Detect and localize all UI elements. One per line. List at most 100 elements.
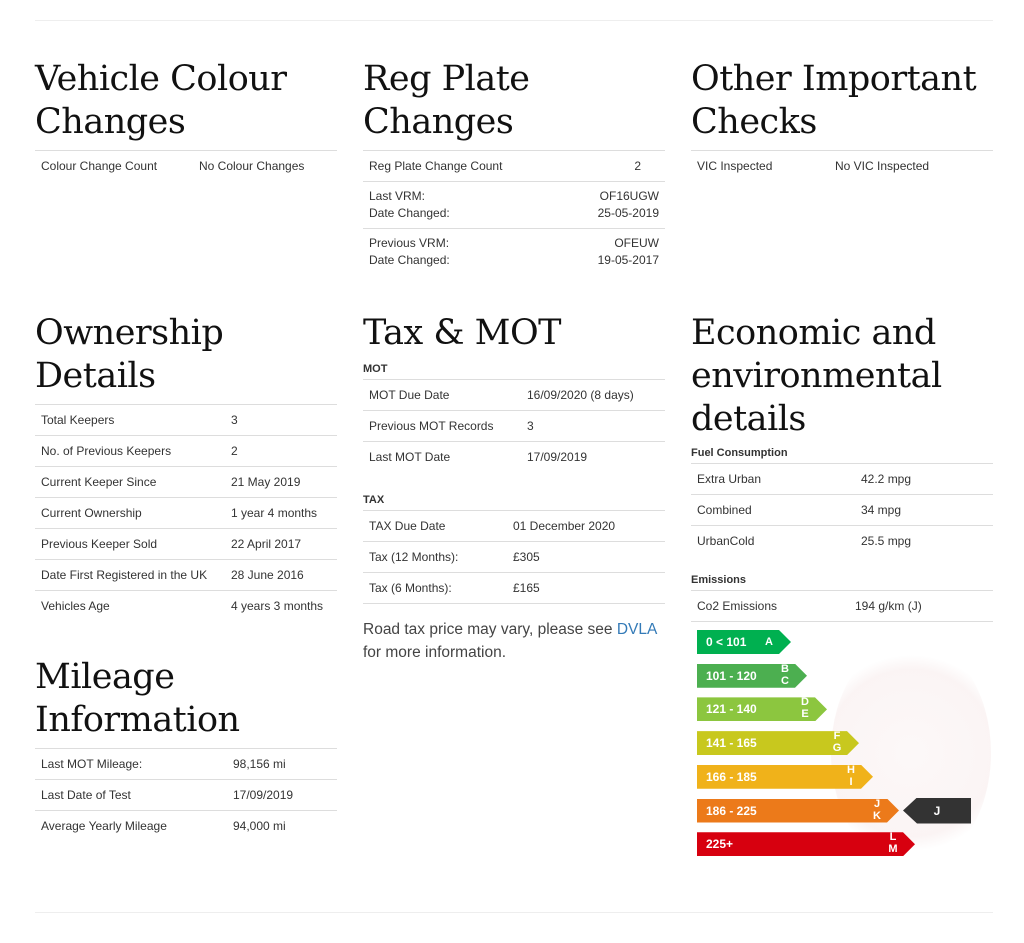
section-title: Ownership Details (35, 313, 224, 396)
row-label: Current Keeper Since (35, 466, 225, 498)
row-label: Last VRM: Date Changed: (363, 181, 564, 229)
table-row: Last MOT Mileage: 98,156 mi (35, 748, 337, 780)
economic-section: Economic and environmental details Fuel … (691, 312, 993, 870)
row-label: Previous MOT Records (363, 410, 521, 442)
table-row: Total Keepers 3 (35, 404, 337, 436)
emission-band: 141 - 165 F G (697, 730, 859, 756)
table-row: Combined 34 mpg (691, 494, 993, 526)
fuel-table: Extra Urban 42.2 mpg Combined 34 mpg Urban… (691, 463, 993, 556)
table-row: No. of Previous Keepers 2 (35, 435, 337, 467)
note-text: for more information. (363, 644, 506, 661)
row-value: 01 December 2020 (507, 510, 665, 542)
row-label: Combined (691, 494, 855, 526)
table-row: Colour Change Count No Colour Changes (35, 151, 337, 182)
table-row: Vehicles Age 4 years 3 months (35, 591, 337, 622)
emission-band: 101 - 120 B C (697, 662, 807, 688)
reg-plate-table: Reg Plate Change Count 2 Last VRM: Date C… (363, 150, 665, 275)
row-value: 2 (225, 435, 337, 467)
row-label: Previous Keeper Sold (35, 528, 225, 560)
emission-band: 225+ L M (697, 831, 915, 857)
table-row: Reg Plate Change Count 2 (363, 150, 665, 182)
co2-emission-band-chart: 0 < 101 A 101 - 120 B C 121 - 140 D E 141 - 165 F… (691, 630, 991, 870)
colour-table: Colour Change Count No Colour Changes (35, 150, 337, 181)
top-divider (35, 20, 993, 21)
row-label: MOT Due Date (363, 379, 521, 411)
row-label: Average Yearly Mileage (41, 819, 167, 833)
row-value: OF16UGW 25-05-2019 (563, 181, 665, 229)
table-row: Co2 Emissions 194 g/km (J) (691, 590, 993, 622)
mileage-table: Last MOT Mileage: 98,156 mi Last Date of … (35, 748, 337, 841)
table-row: Date First Registered in the UK 28 June 2… (35, 559, 337, 591)
row-value: OFEUW 19-05-2017 (564, 229, 665, 276)
plate-change-row: Last VRM: Date Changed: OF16UGW 25-05-2019 (363, 181, 665, 229)
date-value: 19-05-2017 (597, 253, 659, 267)
row-value: 17/09/2019 (227, 779, 337, 811)
band-range: 121 - 140 (706, 702, 757, 717)
bottom-divider (35, 912, 993, 913)
vrm-value: OF16UGW (599, 189, 659, 203)
row-value: 28 June 2016 (225, 559, 337, 591)
row-value: 98,156 mi (227, 748, 337, 780)
mot-subheading: MOT (363, 363, 388, 375)
table-row: Previous MOT Records 3 (363, 410, 665, 442)
emissions-table: Co2 Emissions 194 g/km (J) (691, 590, 993, 622)
row-value: 1 year 4 months (225, 497, 337, 529)
row-value: 16/09/2020 (8 days) (521, 379, 665, 411)
row-label: Tax (6 Months): (363, 572, 507, 604)
vehicle-colour-section: Vehicle Colour Changes Colour Change Cou… (35, 58, 337, 181)
emission-band: 186 - 225 J K (697, 797, 899, 823)
other-checks-table: VIC Inspected No VIC Inspected (691, 150, 993, 181)
band-range: 225+ (706, 837, 734, 852)
band-range: 101 - 120 (706, 668, 757, 683)
table-row: Current Keeper Since 21 May 2019 (35, 466, 337, 498)
dvla-link[interactable]: DVLA (616, 621, 657, 638)
emission-band: 166 - 185 H I (697, 764, 873, 789)
reg-plate-section: Reg Plate Changes Reg Plate Change Count… (363, 58, 665, 275)
row-value: 25.5 mpg (861, 534, 912, 548)
table-row: Tax (6 Months): £165 (363, 572, 665, 604)
table-row: Last MOT Date 17/09/2019 (363, 442, 665, 473)
other-checks-section: Other Important Checks VIC Inspected No … (691, 58, 993, 181)
row-label: Vehicles Age (41, 599, 110, 613)
row-value: 42.2 mpg (855, 463, 993, 495)
mot-table: MOT Due Date 16/09/2020 (8 days) Previous… (363, 379, 665, 472)
band-letters: A (765, 636, 773, 648)
section-title: Other Important Checks (691, 59, 977, 142)
section-title: Tax & MOT (363, 313, 562, 353)
row-value: 17/09/2019 (527, 450, 588, 464)
plate-change-row: Previous VRM: Date Changed: OFEUW 19-05-20… (363, 229, 665, 276)
row-value: 194 g/km (J) (849, 590, 993, 622)
band-range: 186 - 225 (706, 803, 757, 818)
table-row: MOT Due Date 16/09/2020 (8 days) (363, 379, 665, 411)
ownership-table: Total Keepers 3 No. of Previous Keepers 2 … (35, 404, 337, 621)
current-band-marker: J (903, 797, 971, 824)
row-value: 22 April 2017 (225, 528, 337, 560)
section-title: Reg Plate Changes (363, 59, 530, 142)
row-value: £305 (507, 541, 665, 573)
row-label: No. of Previous Keepers (35, 435, 225, 467)
date-value: 25-05-2019 (597, 206, 659, 220)
section-title: Vehicle Colour Changes (35, 59, 287, 142)
tax-table: TAX Due Date 01 December 2020 Tax (12 Mon… (363, 510, 665, 604)
row-value: 3 (225, 404, 337, 436)
table-row: Extra Urban 42.2 mpg (691, 463, 993, 495)
row-value: No Colour Changes (199, 159, 305, 173)
note-text: Road tax price may vary, please see (363, 621, 617, 638)
row-value: 3 (521, 410, 665, 442)
row-label: Current Ownership (35, 497, 225, 529)
date-label: Date Changed: (369, 206, 450, 220)
vrm-label: Last VRM: (369, 189, 426, 203)
table-row: VIC Inspected No VIC Inspected (691, 151, 993, 182)
watermark-stamp (831, 638, 991, 868)
row-value: 2 (563, 150, 665, 182)
emissions-subheading: Emissions (691, 574, 747, 586)
band-range: 0 < 101 (706, 635, 747, 649)
section-title: Economic and environmental details (691, 313, 942, 439)
table-row: TAX Due Date 01 December 2020 (363, 510, 665, 542)
row-label: Last MOT Date (369, 450, 451, 464)
